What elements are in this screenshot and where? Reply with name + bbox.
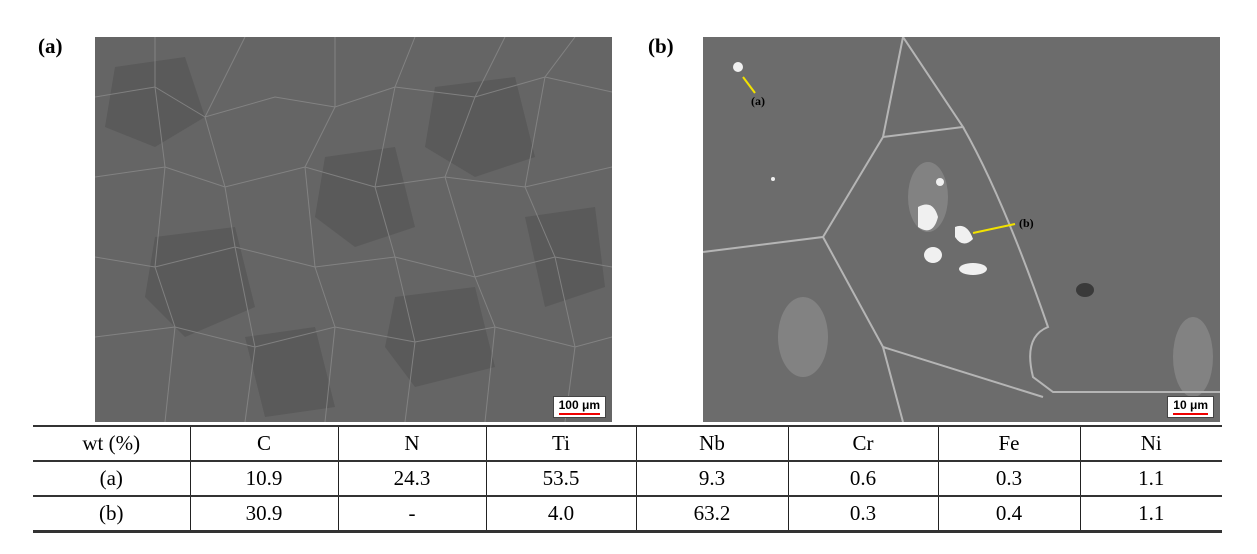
table-row: (a) 10.9 24.3 53.5 9.3 0.6 0.3 1.1 — [33, 461, 1222, 496]
scale-bar-a: 100 μm — [552, 396, 606, 418]
header-cell: Nb — [635, 426, 788, 461]
header-cell: N — [337, 426, 486, 461]
composition-table: wt (%) C N Ti Nb Cr Fe Ni (a) 10.9 24.3 … — [33, 425, 1222, 533]
table-cell: 4.0 — [485, 496, 636, 532]
table-cell: 24.3 — [337, 461, 486, 496]
header-cell: Ni — [1079, 426, 1222, 461]
table-cell: 1.1 — [1079, 461, 1222, 496]
scale-bar-label: 10 μm — [1173, 398, 1208, 412]
table-cell: - — [337, 496, 486, 532]
table-header-row: wt (%) C N Ti Nb Cr Fe Ni — [33, 426, 1222, 461]
arrow-b — [972, 223, 1016, 234]
grain-microstructure — [95, 37, 612, 422]
annotation-b: (b) — [1019, 216, 1034, 230]
table-cell: (b) — [99, 501, 124, 525]
sem-image-a: 100 μm — [95, 37, 612, 422]
precipitate-micrograph — [703, 37, 1220, 422]
sem-image-b: (a) (b) 10 μm — [703, 37, 1220, 422]
scale-bar-line — [558, 413, 600, 415]
table-cell: 53.5 — [485, 461, 636, 496]
header-cell: Ti — [485, 426, 636, 461]
scale-bar-line — [1173, 413, 1208, 415]
header-cell: wt (%) — [82, 431, 141, 455]
panel-b-label: (b) — [648, 34, 674, 58]
table-cell: 0.3 — [787, 496, 938, 532]
table-cell: 9.3 — [635, 461, 788, 496]
header-cell: Cr — [787, 426, 938, 461]
annotation-a: (a) — [751, 94, 765, 108]
header-cell: Fe — [937, 426, 1080, 461]
table-cell: 0.6 — [787, 461, 938, 496]
scale-bar-b: 10 μm — [1167, 396, 1214, 418]
header-cell: C — [189, 426, 338, 461]
table-cell: 1.1 — [1079, 496, 1222, 532]
panel-a-label: (a) — [38, 34, 63, 58]
table-cell: 30.9 — [189, 496, 338, 532]
table-cell: 63.2 — [635, 496, 788, 532]
table-cell: 0.4 — [937, 496, 1080, 532]
table-cell: 10.9 — [189, 461, 338, 496]
table-cell: (a) — [99, 466, 123, 490]
scale-bar-label: 100 μm — [558, 398, 600, 412]
table-row: (b) 30.9 - 4.0 63.2 0.3 0.4 1.1 — [33, 496, 1222, 532]
table-cell: 0.3 — [937, 461, 1080, 496]
arrow-a — [742, 76, 756, 94]
